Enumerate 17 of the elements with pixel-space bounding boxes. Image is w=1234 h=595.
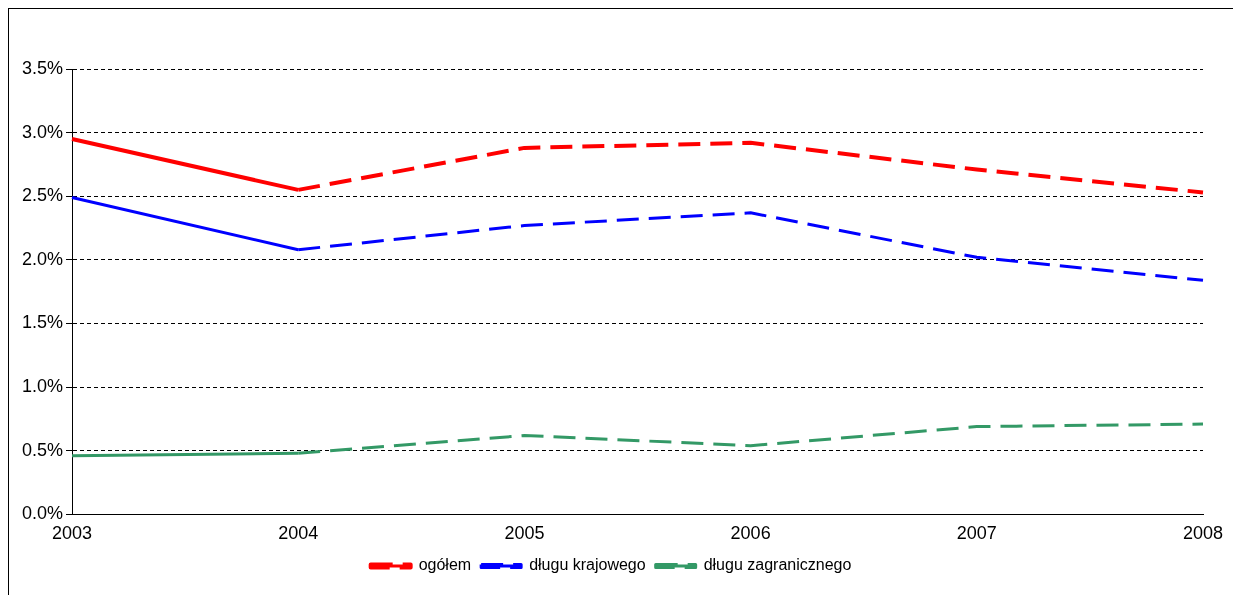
y-tick-label: 2.5% <box>22 185 64 206</box>
y-tick-label: 2.0% <box>22 248 64 269</box>
y-tick-label: 1.0% <box>22 376 64 397</box>
y-tick-label: 0.0% <box>22 503 64 524</box>
x-tick-label: 2005 <box>504 523 545 544</box>
x-tick-label: 2004 <box>278 523 319 544</box>
y-tick-label: 3.0% <box>22 121 64 142</box>
y-tick-label: 1.5% <box>22 312 64 333</box>
legend-label: długu zagranicznego <box>703 556 852 574</box>
x-tick-label: 2003 <box>52 523 93 544</box>
x-tick-label: 2006 <box>730 523 771 544</box>
x-tick-label: 2008 <box>1182 523 1224 544</box>
x-tick-label: 2007 <box>956 523 997 544</box>
y-tick-label: 0.5% <box>22 439 64 460</box>
y-tick-label: 3.5% <box>22 57 64 78</box>
legend-label: ogółem <box>418 556 472 574</box>
legend-label: długu krajowego <box>529 556 646 574</box>
